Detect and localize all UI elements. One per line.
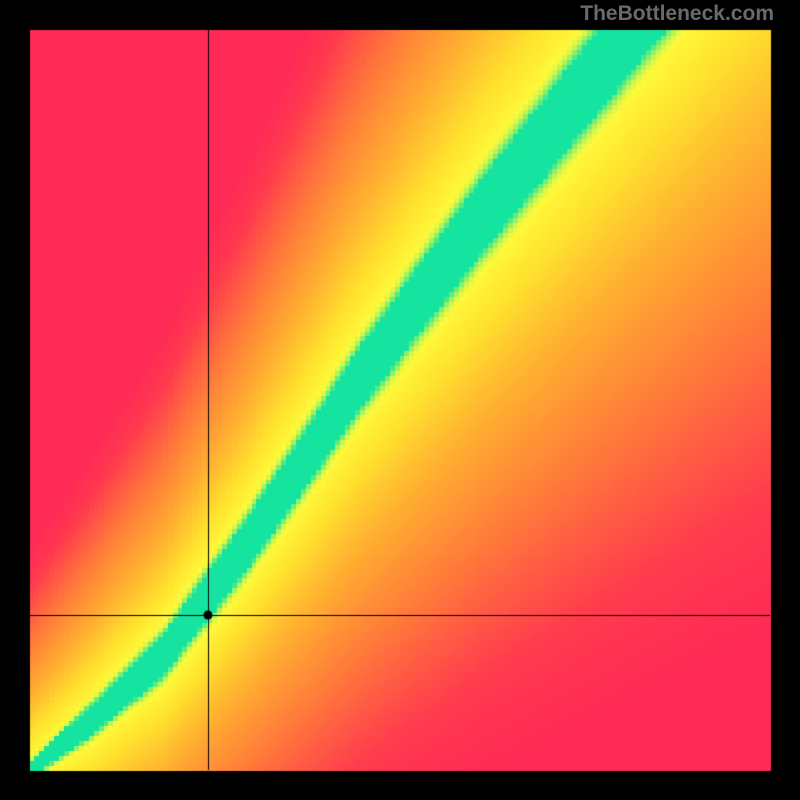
watermark-text: TheBottleneck.com <box>580 2 774 26</box>
bottleneck-heatmap <box>0 0 800 800</box>
chart-container: TheBottleneck.com <box>0 0 800 800</box>
